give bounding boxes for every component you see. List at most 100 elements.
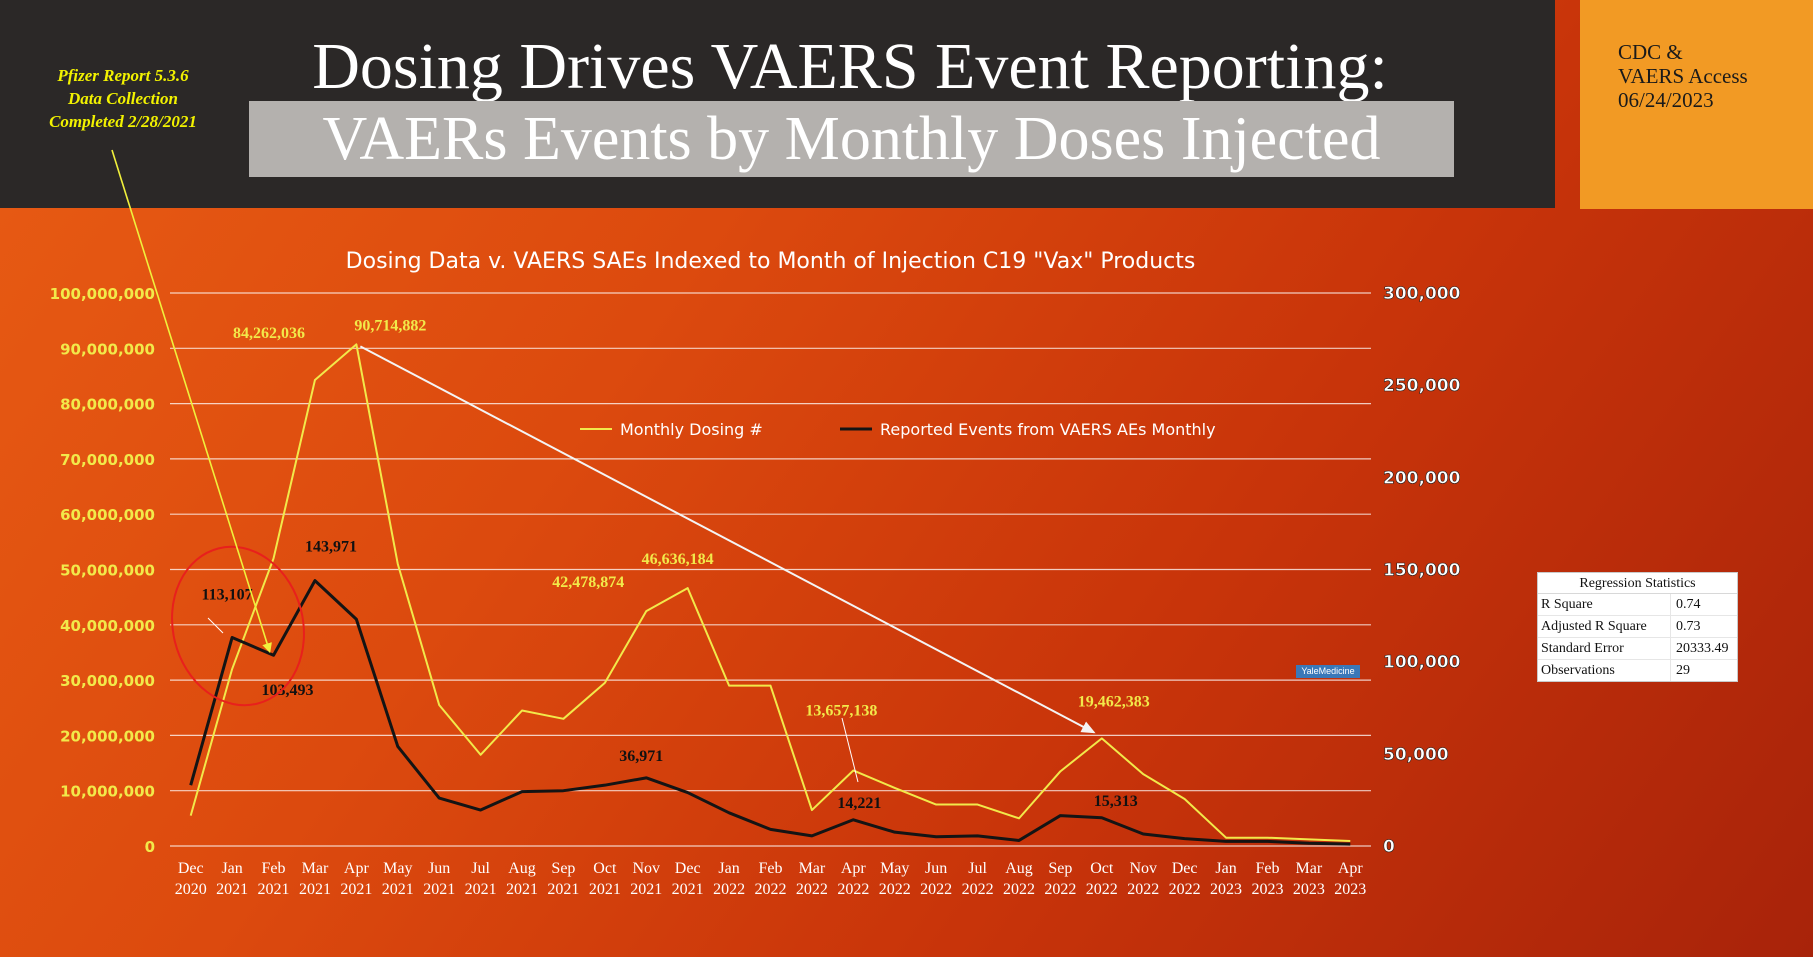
x-axis-month-label: Apr <box>344 860 370 877</box>
right-axis-tick-label: 50,000 <box>1383 745 1449 765</box>
source-box: CDC & VAERS Access 06/24/2023 <box>1580 0 1813 209</box>
x-axis-year-label: 2021 <box>382 881 414 898</box>
pfizer-note-line: Data Collection <box>67 89 179 108</box>
x-axis-month-label: Aug <box>508 860 536 877</box>
source-line: CDC & <box>1618 40 1683 64</box>
page-title: Dosing Drives VAERS Event Reporting: <box>312 30 1388 103</box>
regression-value: 0.73 <box>1676 619 1701 634</box>
left-axis-tick-label: 0 <box>145 838 155 856</box>
x-axis-year-label: 2021 <box>672 881 704 898</box>
x-axis-year-label: 2021 <box>216 881 248 898</box>
x-axis-month-label: Feb <box>262 860 286 877</box>
x-axis-year-label: 2021 <box>299 881 331 898</box>
right-axis-tick-label: 300,000 <box>1383 284 1461 304</box>
pfizer-arrow <box>111 149 272 654</box>
right-axis-tick-label: 200,000 <box>1383 468 1461 488</box>
x-axis-year-label: 2023 <box>1251 881 1283 898</box>
x-axis-month-label: Oct <box>1090 860 1114 877</box>
regression-row: Standard Error 20333.49 <box>1538 638 1737 660</box>
legend-label-events: Reported Events from VAERS AEs Monthly <box>880 420 1216 439</box>
x-axis-year-label: 2022 <box>796 881 828 898</box>
left-axis-tick-label: 20,000,000 <box>60 727 155 745</box>
regression-title: Regression Statistics <box>1538 573 1737 594</box>
regression-label: R Square <box>1538 594 1671 615</box>
x-axis-month-label: Sep <box>1048 860 1072 877</box>
regression-value: 29 <box>1676 663 1690 678</box>
pfizer-note-line: Completed 2/28/2021 <box>49 112 197 131</box>
left-axis-tick-label: 90,000,000 <box>60 340 155 358</box>
x-axis-month-label: Apr <box>1338 860 1364 877</box>
x-axis-month-label: Feb <box>1255 860 1279 877</box>
x-axis-year-label: 2022 <box>1127 881 1159 898</box>
x-axis-month-label: Jan <box>718 860 739 877</box>
x-axis-month-label: Dec <box>178 860 204 877</box>
chart-title: Dosing Data v. VAERS SAEs Indexed to Mon… <box>346 249 1196 274</box>
x-axis-month-label: Feb <box>759 860 783 877</box>
left-axis-tick-label: 30,000,000 <box>60 672 155 690</box>
data-label-dosing: 13,657,138 <box>805 702 877 719</box>
data-label-events: 113,107 <box>202 587 253 604</box>
highlight-circle <box>171 545 305 707</box>
data-label-events: 143,971 <box>305 539 357 556</box>
x-axis-year-label: 2021 <box>423 881 455 898</box>
regression-statistics-table: Regression Statistics R Square 0.74 Adju… <box>1537 572 1738 682</box>
x-axis-year-label: 2022 <box>962 881 994 898</box>
x-axis-month-label: Nov <box>632 860 660 877</box>
left-axis-tick-label: 70,000,000 <box>60 451 155 469</box>
left-axis-tick-label: 80,000,000 <box>60 396 155 414</box>
series-line-vaers-events <box>189 579 1351 846</box>
yale-medicine-badge: YaleMedicine <box>1296 665 1360 678</box>
regression-row: Observations 29 <box>1538 660 1737 681</box>
x-axis-year-label: 2023 <box>1334 881 1366 898</box>
regression-row: R Square 0.74 <box>1538 594 1737 616</box>
x-axis-year-label: 2021 <box>547 881 579 898</box>
right-axis-tick-label: 100,000 <box>1383 653 1461 673</box>
x-axis-year-label: 2021 <box>258 881 290 898</box>
regression-value: 0.74 <box>1676 597 1701 612</box>
data-label-dosing: 90,714,882 <box>354 317 426 334</box>
x-axis-month-label: Jan <box>221 860 242 877</box>
data-label-dosing: 84,262,036 <box>233 325 305 342</box>
x-axis-year-label: 2021 <box>506 881 538 898</box>
x-axis-month-label: Dec <box>1172 860 1198 877</box>
regression-row: Adjusted R Square 0.73 <box>1538 616 1737 638</box>
regression-label: Observations <box>1538 660 1671 681</box>
x-axis-year-label: 2021 <box>340 881 372 898</box>
leader-line <box>207 617 224 634</box>
series-line-monthly-dosing <box>189 343 1351 843</box>
title-banner: Dosing Drives VAERS Event Reporting: VAE… <box>0 0 1555 208</box>
right-axis-tick-label: 150,000 <box>1383 561 1461 581</box>
left-axis-tick-label: 40,000,000 <box>60 617 155 635</box>
x-axis-month-label: Jun <box>925 860 947 877</box>
x-axis-month-label: Aug <box>1005 860 1033 877</box>
x-axis-month-label: Mar <box>799 860 826 877</box>
x-axis-year-label: 2022 <box>755 881 787 898</box>
x-axis-month-label: Apr <box>841 860 867 877</box>
x-axis-month-label: Dec <box>675 860 701 877</box>
x-axis-year-label: 2022 <box>1086 881 1118 898</box>
x-axis-month-label: Jul <box>471 860 490 877</box>
data-label-dosing: 46,636,184 <box>642 551 714 568</box>
x-axis-year-label: 2021 <box>465 881 497 898</box>
trend-arrow <box>359 345 1096 734</box>
x-axis-month-label: May <box>880 860 909 877</box>
left-axis-tick-label: 60,000,000 <box>60 506 155 524</box>
leader-line <box>841 717 859 783</box>
left-axis-tick-label: 100,000,000 <box>50 285 155 303</box>
x-axis-year-label: 2022 <box>920 881 952 898</box>
x-axis-year-label: 2022 <box>1044 881 1076 898</box>
x-axis-year-label: 2020 <box>175 881 207 898</box>
x-axis-year-label: 2021 <box>630 881 662 898</box>
legend-label-dosing: Monthly Dosing # <box>620 420 763 439</box>
data-label-events: 15,313 <box>1094 793 1138 810</box>
x-axis-year-label: 2021 <box>589 881 621 898</box>
pfizer-note-line: Pfizer Report 5.3.6 <box>57 66 189 85</box>
x-axis-month-label: Mar <box>1296 860 1323 877</box>
regression-label: Standard Error <box>1538 638 1671 659</box>
source-line: VAERS Access <box>1618 64 1748 88</box>
x-axis-month-label: Jul <box>968 860 987 877</box>
x-axis-month-label: Oct <box>593 860 617 877</box>
pfizer-note: Pfizer Report 5.3.6 Data Collection Comp… <box>18 64 228 133</box>
data-label-dosing: 19,462,383 <box>1078 693 1150 710</box>
